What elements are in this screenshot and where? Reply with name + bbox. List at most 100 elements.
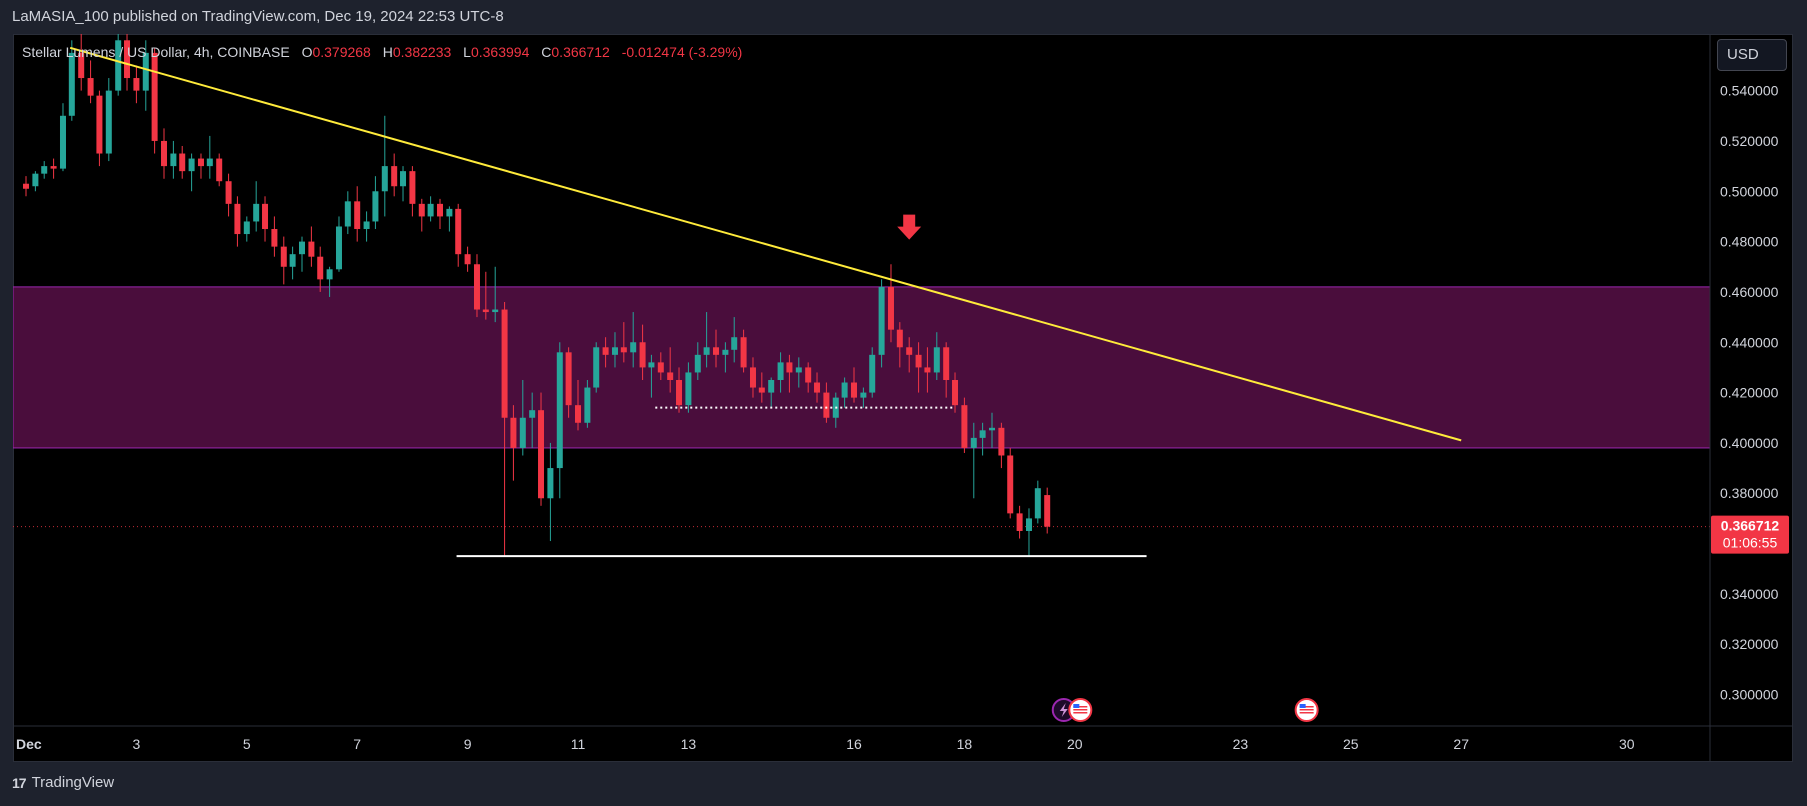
candle: [786, 354, 793, 393]
x-tick-label: 9: [464, 736, 472, 752]
candle-body: [179, 153, 186, 172]
candle-body: [703, 347, 710, 355]
candle-body: [455, 208, 462, 255]
candle: [151, 47, 158, 154]
candle: [381, 115, 388, 217]
candle: [317, 246, 324, 292]
low-label: L: [463, 44, 471, 60]
candle: [860, 387, 867, 408]
y-tick-label: 0.400000: [1720, 435, 1779, 451]
attribution-bar: LaMASIA_100 published on TradingView.com…: [0, 0, 1807, 34]
close-value: 0.366712: [551, 44, 610, 60]
flag-stripe: [1299, 712, 1314, 714]
candle: [124, 34, 131, 91]
candle: [565, 347, 572, 418]
candle: [556, 342, 563, 499]
candle-body: [289, 254, 296, 267]
candle-body: [400, 171, 407, 187]
candle-body: [188, 158, 195, 172]
candle: [768, 377, 775, 408]
candle-body: [970, 437, 977, 448]
candle-body: [124, 40, 131, 79]
flag-stripe: [1299, 709, 1314, 711]
y-tick-label: 0.500000: [1720, 183, 1779, 199]
candle-body: [529, 410, 536, 418]
flag-stripe: [1299, 706, 1314, 708]
y-tick-label: 0.540000: [1720, 83, 1779, 99]
candle-body: [998, 427, 1005, 456]
candle-body: [1044, 495, 1051, 527]
candle: [933, 332, 940, 380]
candle: [32, 171, 39, 192]
candle-body: [473, 264, 480, 310]
candle: [1025, 508, 1032, 557]
candle-body: [280, 246, 287, 267]
candle: [805, 362, 812, 393]
candle: [354, 186, 361, 242]
candle-body: [1016, 513, 1023, 531]
candle: [602, 337, 609, 368]
candle-body: [906, 347, 913, 355]
candle: [87, 60, 94, 104]
candle-body: [225, 181, 232, 204]
candle-body: [630, 342, 637, 353]
candle: [814, 372, 821, 403]
trendline: [69, 46, 1462, 442]
candle: [989, 412, 995, 448]
x-tick-label: 13: [681, 736, 697, 752]
candle-body: [96, 95, 103, 154]
candle-body: [575, 405, 581, 423]
candle-body: [933, 347, 940, 373]
candle: [216, 153, 223, 187]
candle: [96, 90, 103, 167]
candle: [620, 322, 627, 363]
candle-body: [372, 191, 379, 222]
lightning-icon: [1059, 703, 1068, 717]
candle-body: [611, 347, 618, 355]
candle: [271, 216, 278, 257]
candle-body: [749, 367, 756, 388]
open-value: 0.379268: [312, 44, 371, 60]
candle: [501, 301, 508, 557]
candle-body: [795, 367, 802, 373]
candle-body: [317, 256, 324, 280]
candle-body: [786, 362, 793, 373]
candle-body: [427, 203, 434, 217]
candle-body: [1034, 488, 1041, 519]
candle: [23, 176, 29, 197]
bar-countdown-label: 01:06:55: [1723, 535, 1778, 551]
candle-body: [115, 40, 122, 91]
candle-body: [777, 362, 784, 380]
candle-body: [565, 352, 572, 406]
candle-body: [758, 387, 765, 393]
y-tick-label: 0.520000: [1720, 133, 1779, 149]
y-tick-label: 0.340000: [1720, 586, 1779, 602]
last-price-tag: [1711, 515, 1789, 554]
candle: [427, 196, 434, 222]
ohlc-legend: Stellar Lumens / US Dollar, 4h, COINBASE…: [22, 44, 742, 60]
plot-area: [13, 34, 1710, 722]
candle-body: [657, 362, 664, 373]
x-tick-label: 20: [1067, 736, 1083, 752]
candle: [703, 312, 710, 368]
open-label: O: [301, 44, 313, 60]
candle-body: [105, 90, 112, 154]
high-value: 0.382233: [392, 44, 452, 60]
x-tick-label: 18: [957, 736, 973, 752]
candle: [409, 166, 416, 217]
candle-body: [354, 201, 361, 230]
candle: [896, 322, 903, 368]
candle: [648, 354, 655, 398]
tradingview-brand[interactable]: 17 TradingView: [12, 774, 114, 791]
candle-body: [694, 354, 701, 373]
candle: [575, 380, 581, 431]
candle: [308, 226, 315, 267]
candle: [906, 337, 913, 373]
candle: [943, 342, 950, 398]
candle-body: [161, 140, 167, 167]
currency-button[interactable]: USD: [1717, 39, 1787, 71]
candle-body: [713, 347, 719, 355]
candle-body: [170, 153, 177, 167]
symbol-title[interactable]: Stellar Lumens / US Dollar, 4h, COINBASE: [22, 44, 290, 60]
